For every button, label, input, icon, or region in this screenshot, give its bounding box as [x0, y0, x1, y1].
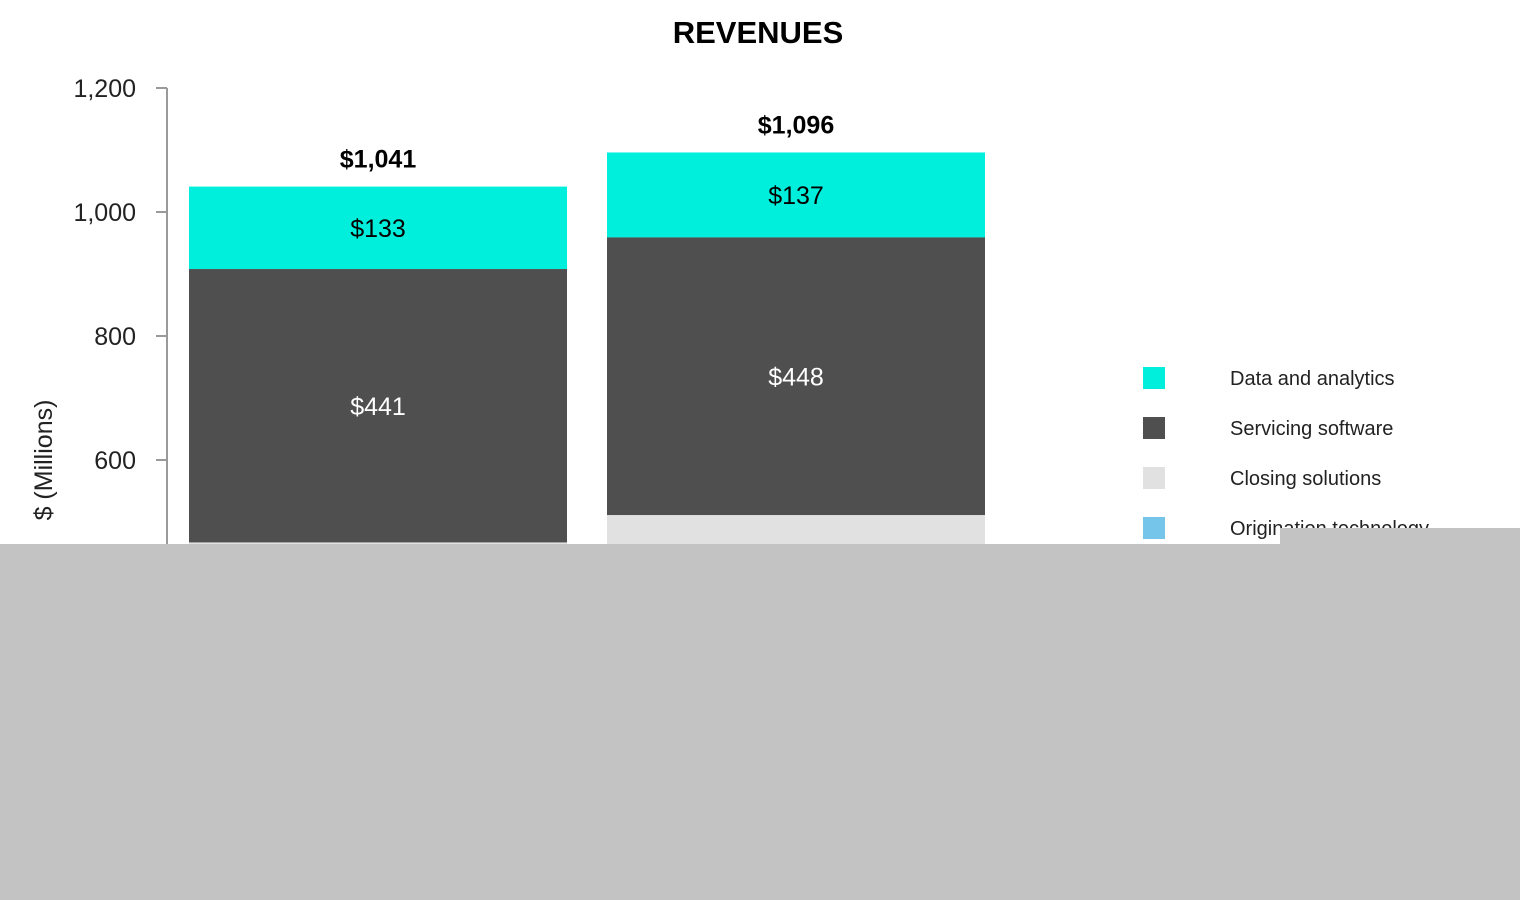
y-tick-label: 1,000: [73, 199, 136, 227]
gray-overlay-panel: [0, 544, 1520, 900]
y-axis-label: $ (Millions): [30, 400, 58, 521]
segment-label: $133: [350, 215, 406, 243]
y-tick-label: 800: [94, 323, 136, 351]
bar-segment: [189, 186, 567, 270]
legend-swatch: [1143, 467, 1165, 489]
segment-label: $441: [350, 393, 406, 421]
bar-total-label: $1,096: [758, 111, 834, 139]
legend-swatch: [1143, 517, 1165, 539]
bar-total-label: $1,041: [340, 146, 417, 174]
bar-segment: [607, 237, 985, 516]
y-axis-ticks: 600 800 1,000 1,200: [73, 75, 167, 475]
legend-swatch: [1143, 417, 1165, 439]
y-tick-label: 1,200: [73, 75, 136, 103]
gray-overlay-corner: [1280, 528, 1520, 546]
bar-segment: [607, 152, 985, 238]
segment-label: $137: [768, 182, 824, 210]
legend: Data and analytics Servicing software Clos…: [1143, 367, 1429, 540]
legend-label: Closing solutions: [1230, 468, 1381, 490]
segment-label: $448: [768, 363, 824, 391]
bar-segment: [189, 269, 567, 543]
legend-label: Data and analytics: [1230, 368, 1395, 390]
chart-title: REVENUES: [673, 15, 844, 50]
y-tick-label: 600: [94, 447, 136, 475]
legend-label: Servicing software: [1230, 418, 1393, 440]
legend-swatch: [1143, 367, 1165, 389]
